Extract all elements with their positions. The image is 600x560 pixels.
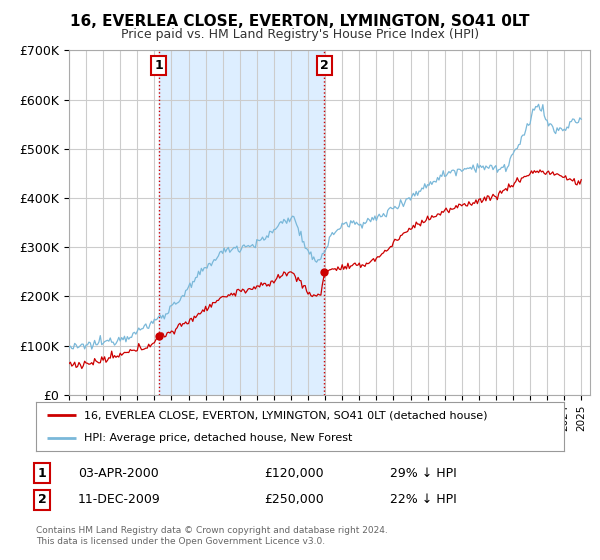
- Text: 16, EVERLEA CLOSE, EVERTON, LYMINGTON, SO41 0LT (detached house): 16, EVERLEA CLOSE, EVERTON, LYMINGTON, S…: [83, 410, 487, 421]
- Text: £120,000: £120,000: [264, 466, 323, 480]
- Text: £250,000: £250,000: [264, 493, 324, 506]
- Text: 22% ↓ HPI: 22% ↓ HPI: [390, 493, 457, 506]
- Text: 1: 1: [154, 59, 163, 72]
- Bar: [159, 50, 324, 395]
- Text: 2: 2: [320, 59, 329, 72]
- Text: 11-DEC-2009: 11-DEC-2009: [78, 493, 161, 506]
- Text: 29% ↓ HPI: 29% ↓ HPI: [390, 466, 457, 480]
- Text: Contains HM Land Registry data © Crown copyright and database right 2024.
This d: Contains HM Land Registry data © Crown c…: [36, 526, 388, 546]
- Text: Price paid vs. HM Land Registry's House Price Index (HPI): Price paid vs. HM Land Registry's House …: [121, 28, 479, 41]
- Text: 2: 2: [38, 493, 46, 506]
- Text: 1: 1: [38, 466, 46, 480]
- Text: HPI: Average price, detached house, New Forest: HPI: Average price, detached house, New …: [83, 433, 352, 444]
- Text: 16, EVERLEA CLOSE, EVERTON, LYMINGTON, SO41 0LT: 16, EVERLEA CLOSE, EVERTON, LYMINGTON, S…: [70, 14, 530, 29]
- Text: 03-APR-2000: 03-APR-2000: [78, 466, 159, 480]
